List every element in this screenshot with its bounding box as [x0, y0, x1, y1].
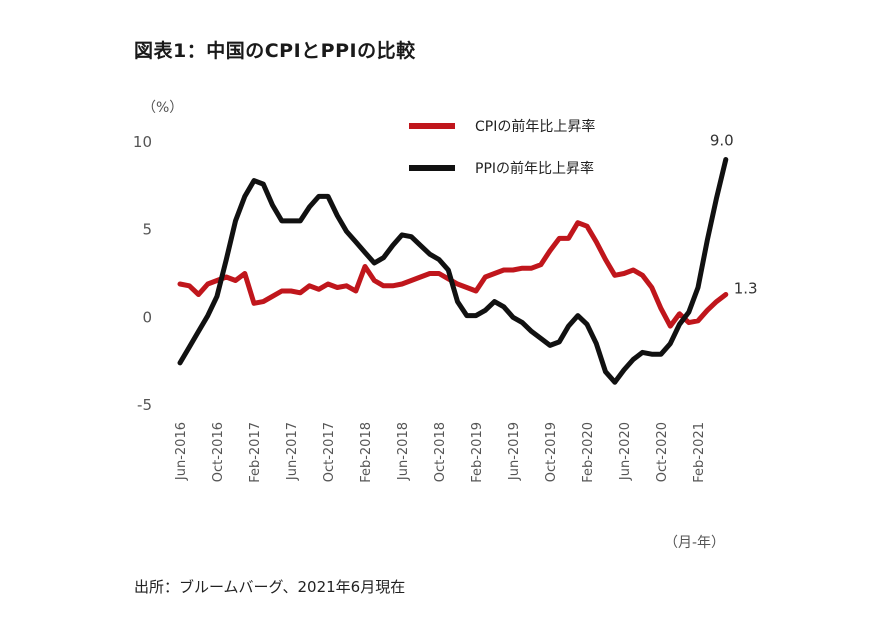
y-tick-label: 0	[142, 308, 152, 326]
x-tick-label: Oct-2020	[655, 422, 670, 482]
legend-cpi-label: CPIの前年比上昇率	[475, 118, 595, 135]
x-tick-label: Feb-2019	[470, 422, 485, 483]
x-tick-label: Jun-2017	[285, 422, 300, 481]
source-note: 出所：ブルームバーグ、2021年6月現在	[134, 578, 406, 596]
legend: CPIの前年比上昇率 PPIの前年比上昇率	[409, 118, 595, 177]
y-axis-ticks: 10 5 0 -5	[133, 133, 152, 414]
y-tick-label: 5	[142, 221, 152, 239]
x-tick-label: Jun-2020	[618, 422, 633, 481]
y-axis-unit-label: （%）	[142, 100, 183, 116]
x-tick-label: Oct-2016	[211, 422, 226, 482]
x-tick-label: Oct-2018	[433, 422, 448, 482]
x-tick-label: Jun-2019	[507, 422, 522, 481]
x-axis-unit-label: （月-年）	[664, 535, 725, 551]
x-tick-label: Feb-2020	[581, 422, 596, 483]
x-tick-label: Oct-2019	[544, 422, 559, 482]
cpi-series-line	[177, 220, 729, 329]
x-tick-label: Feb-2017	[248, 422, 263, 483]
x-tick-label: Feb-2021	[692, 422, 707, 483]
x-tick-label: Jun-2018	[396, 422, 411, 481]
end-labels: 1.3 9.0	[710, 132, 758, 298]
ppi-end-value-label: 9.0	[710, 132, 734, 150]
y-tick-label: 10	[133, 133, 152, 151]
x-axis-ticks: Jun-2016 Oct-2016 Feb-2017 Jun-2017 Oct-2017…	[174, 422, 707, 483]
series-lines	[177, 157, 729, 385]
x-tick-label: Jun-2016	[174, 422, 189, 481]
chart-title: 図表1：中国のCPIとPPIの比較	[134, 40, 416, 62]
x-tick-label: Feb-2018	[359, 422, 374, 483]
cpi-end-value-label: 1.3	[734, 280, 758, 298]
y-tick-label: -5	[137, 396, 152, 414]
legend-ppi-label: PPIの前年比上昇率	[475, 160, 594, 177]
x-tick-label: Oct-2017	[322, 422, 337, 482]
ppi-series-line	[177, 157, 729, 385]
